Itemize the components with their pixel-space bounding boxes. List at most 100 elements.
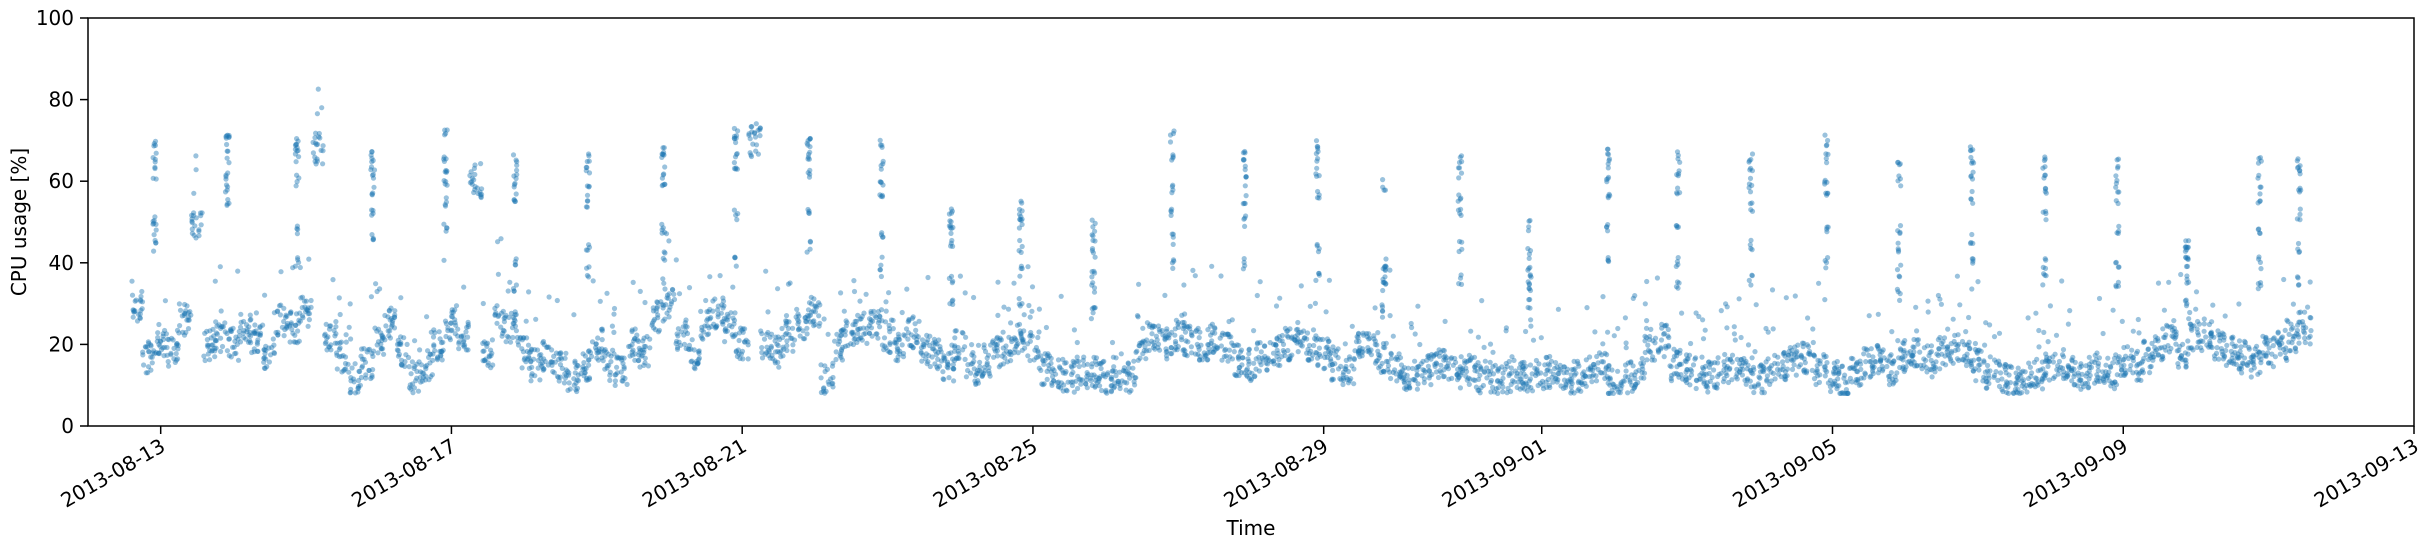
data-point	[218, 308, 224, 314]
data-point	[1792, 293, 1798, 299]
data-point	[244, 329, 250, 335]
data-point	[704, 332, 710, 338]
data-point	[634, 337, 641, 343]
data-point	[868, 317, 874, 323]
data-point	[887, 349, 893, 355]
data-point	[1438, 362, 1444, 368]
data-point	[868, 310, 874, 316]
data-point	[2112, 379, 2118, 385]
data-point	[604, 363, 610, 369]
data-point	[940, 369, 946, 375]
data-point	[1700, 317, 1706, 323]
data-point	[209, 347, 215, 353]
data-point	[597, 298, 603, 304]
data-point	[342, 354, 349, 360]
data-point	[488, 347, 494, 353]
spike-point	[1895, 178, 1901, 184]
spike-point	[1240, 201, 1246, 207]
data-point	[991, 346, 997, 352]
data-point	[655, 315, 661, 321]
data-point	[905, 319, 911, 325]
data-point	[971, 294, 977, 301]
data-point	[334, 352, 340, 358]
data-point	[1038, 353, 1044, 359]
data-point	[447, 337, 453, 343]
data-point	[1817, 372, 1823, 378]
data-point	[2296, 340, 2302, 346]
data-point	[361, 346, 367, 352]
data-point	[893, 336, 899, 343]
data-point	[2135, 316, 2141, 323]
data-point	[704, 309, 710, 315]
data-point	[417, 347, 423, 353]
data-point	[238, 319, 244, 325]
data-point	[859, 313, 865, 319]
data-point	[796, 313, 802, 319]
spike-point	[2182, 298, 2188, 304]
data-point	[1467, 376, 1473, 382]
data-point	[2118, 367, 2125, 373]
data-point	[951, 378, 957, 384]
data-point	[1208, 332, 1214, 338]
data-point	[927, 333, 933, 339]
data-point	[779, 325, 785, 332]
data-point	[773, 334, 779, 340]
data-point	[649, 322, 655, 328]
data-point	[2201, 316, 2207, 322]
data-point	[1316, 345, 1322, 351]
data-point	[1528, 317, 1534, 323]
data-point	[1173, 345, 1179, 351]
data-point	[2307, 279, 2313, 285]
data-point	[1793, 372, 1799, 378]
spike-point	[2115, 200, 2121, 207]
data-point	[837, 353, 843, 359]
data-point	[585, 348, 592, 355]
data-point	[150, 350, 156, 356]
data-point	[629, 349, 635, 355]
data-point	[593, 341, 599, 347]
data-point	[1576, 363, 1582, 369]
data-point	[220, 324, 226, 330]
spike-point	[1604, 176, 1610, 183]
data-point	[1032, 347, 1038, 353]
data-point	[700, 336, 706, 342]
data-point	[607, 372, 613, 378]
data-point	[852, 318, 858, 324]
data-point	[2088, 364, 2094, 370]
spike-point	[1526, 218, 1532, 224]
data-point	[255, 331, 261, 337]
data-point	[1219, 332, 1225, 338]
spike-point	[1314, 173, 1320, 179]
data-point	[1707, 378, 1713, 384]
spike-point	[880, 234, 886, 240]
data-point	[895, 358, 901, 364]
data-point	[423, 366, 429, 372]
spike-point	[1894, 286, 1900, 292]
data-point	[692, 366, 698, 372]
data-point	[745, 342, 751, 348]
y-tick-label: 60	[49, 169, 74, 193]
spike-point	[584, 192, 591, 198]
data-point	[352, 361, 358, 367]
data-point	[463, 329, 469, 335]
data-point	[705, 316, 711, 322]
spike-point	[1169, 157, 1175, 163]
data-point	[1442, 318, 1448, 324]
spike-point	[586, 158, 592, 164]
data-point	[1128, 387, 1134, 394]
data-point	[1640, 366, 1646, 372]
data-point	[448, 313, 455, 319]
data-point	[1688, 340, 1694, 347]
data-point	[594, 350, 600, 356]
data-point	[574, 388, 580, 395]
data-point	[748, 153, 755, 160]
data-point	[379, 335, 385, 341]
data-point	[1029, 284, 1036, 290]
data-point	[131, 307, 137, 313]
data-point	[713, 324, 719, 330]
data-point	[1495, 390, 1501, 396]
data-point	[1474, 368, 1480, 374]
data-point	[677, 342, 684, 348]
data-point	[611, 311, 617, 317]
